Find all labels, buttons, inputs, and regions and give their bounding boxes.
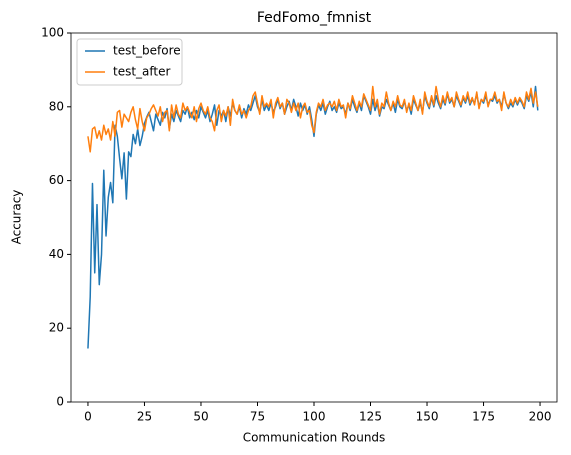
x-axis-label: Communication Rounds (243, 431, 386, 445)
x-tick-label: 75 (250, 410, 265, 424)
y-tick-label: 0 (56, 395, 64, 409)
legend-label: test_after (113, 65, 171, 79)
y-tick-label: 40 (49, 247, 64, 261)
x-tick-label: 125 (359, 410, 382, 424)
series-line (87, 85, 539, 153)
y-tick-label: 20 (49, 321, 64, 335)
axes-frame (70, 32, 558, 403)
y-tick-label: 80 (49, 99, 64, 113)
legend-label: test_before (113, 44, 181, 58)
x-tick-label: 100 (303, 410, 326, 424)
y-tick-label: 100 (41, 26, 64, 40)
x-tick-label: 200 (529, 410, 552, 424)
y-axis-label: Accuracy (10, 190, 24, 245)
series-line (87, 85, 539, 349)
x-tick-label: 0 (84, 410, 92, 424)
x-tick-label: 50 (193, 410, 208, 424)
x-tick-label: 175 (472, 410, 495, 424)
y-tick-label: 60 (49, 173, 64, 187)
chart-title: FedFomo_fmnist (257, 10, 372, 26)
x-tick-label: 150 (416, 410, 439, 424)
x-tick-label: 25 (137, 410, 152, 424)
